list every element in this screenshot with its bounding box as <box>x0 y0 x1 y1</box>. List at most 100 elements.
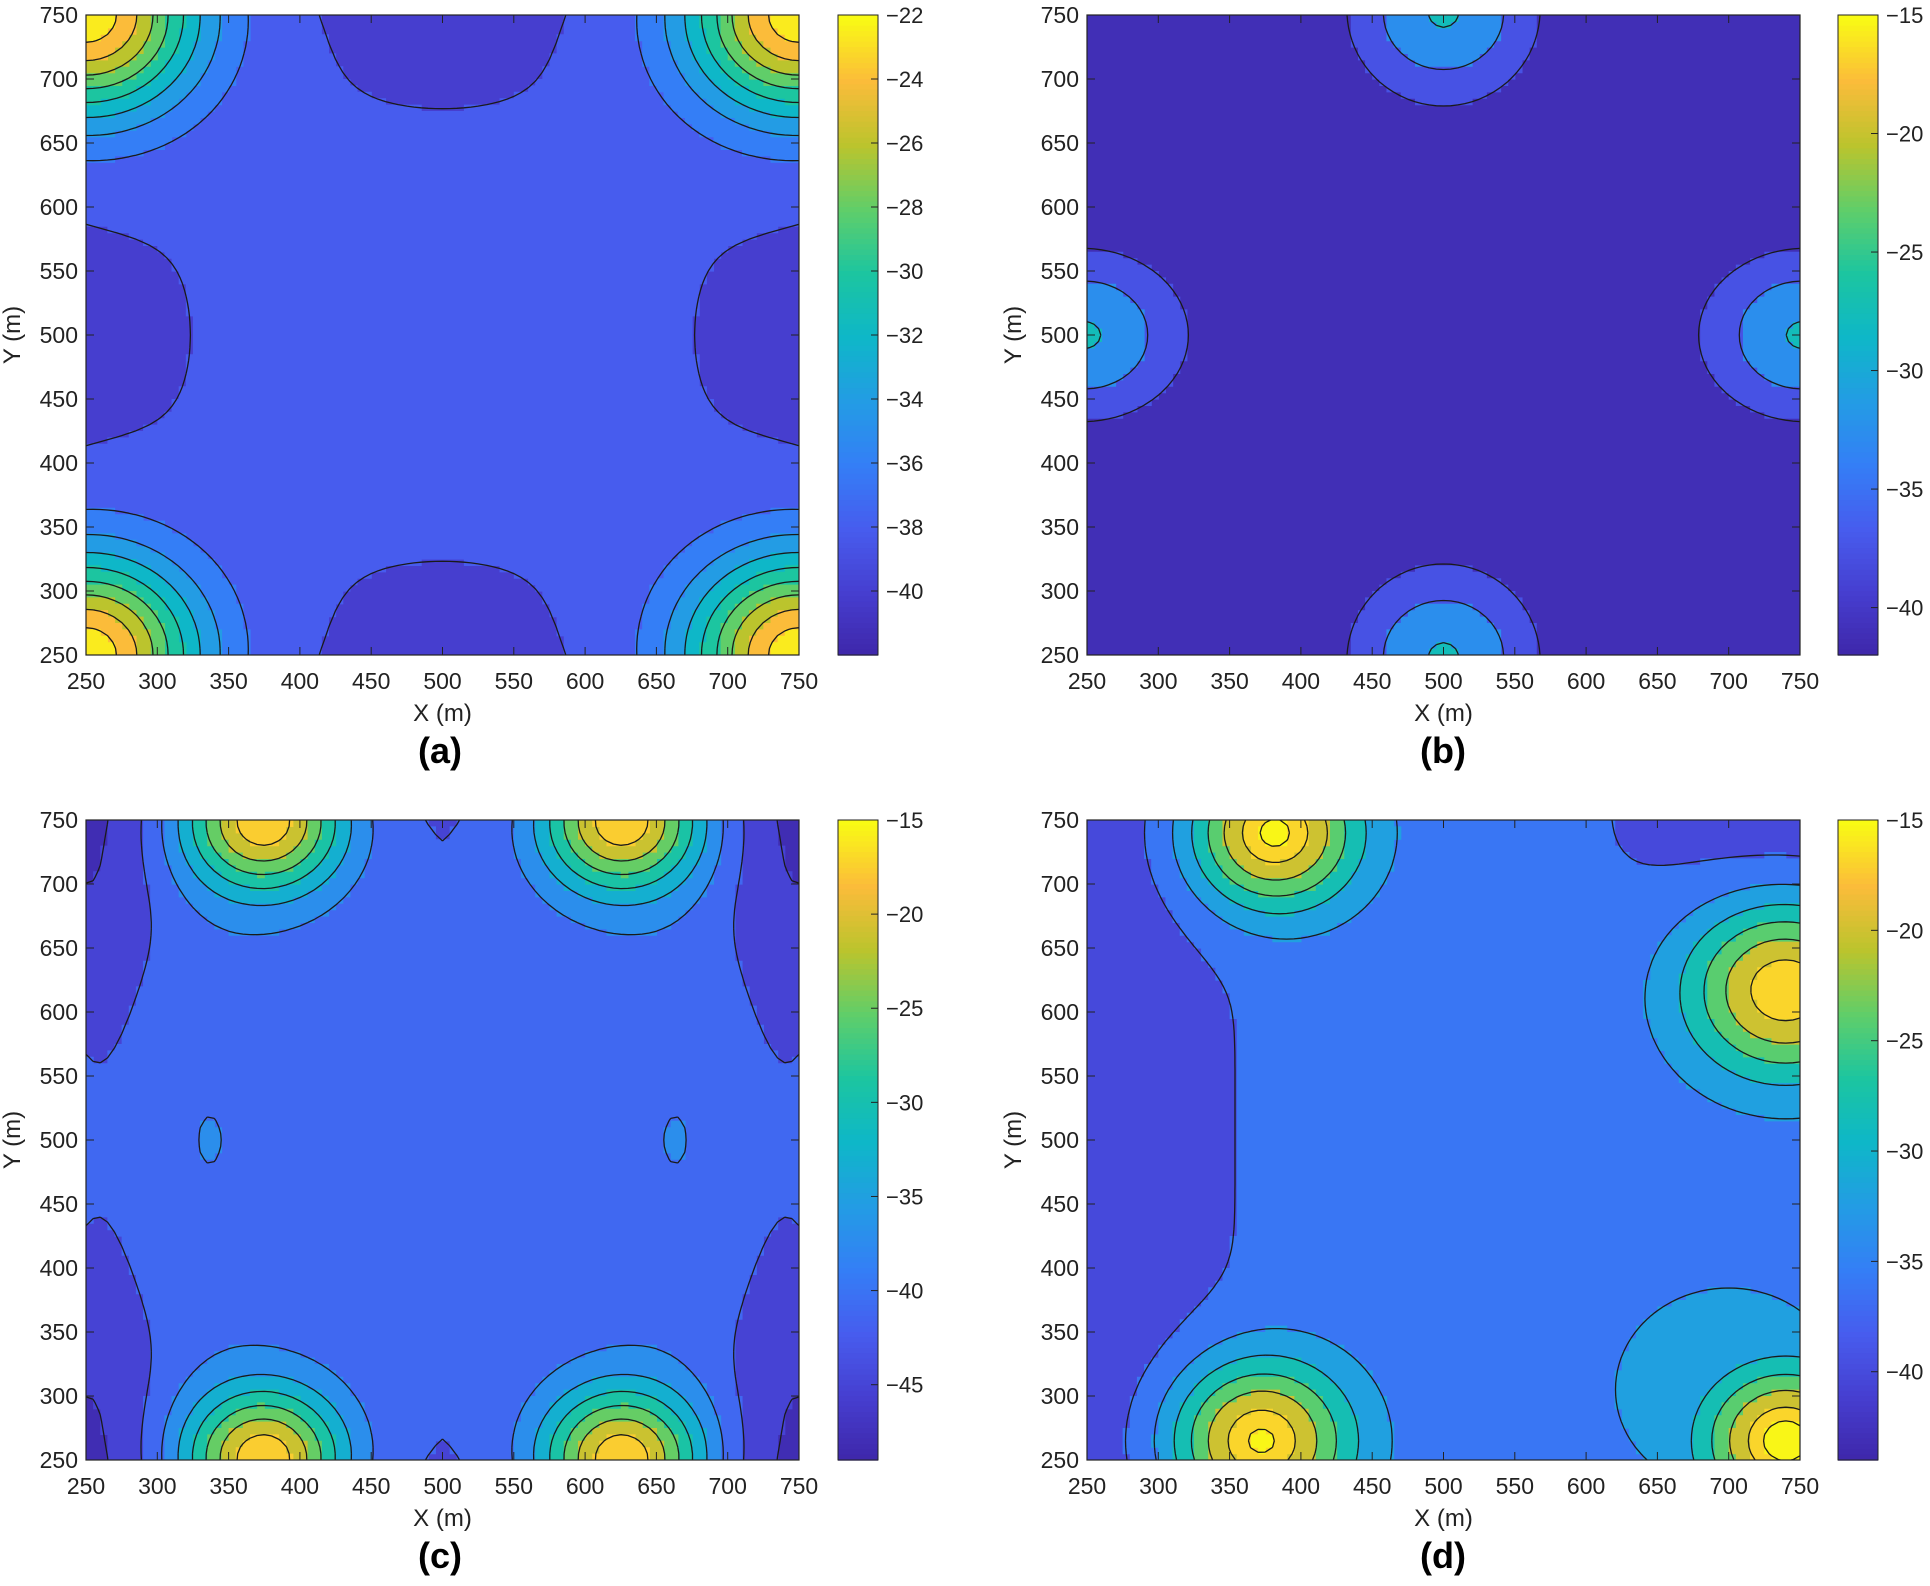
colorbar-segment <box>1838 985 1878 992</box>
colorbar: −22 −24 −26 −28 −30 −32 −34 −36 −38 −40 <box>837 3 923 656</box>
x-tick-label: 250 <box>67 668 105 694</box>
colorbar-segment <box>838 878 878 885</box>
colorbar-segment <box>1838 111 1878 118</box>
y-tick-label: 500 <box>40 322 78 348</box>
colorbar-segment <box>838 1172 878 1179</box>
colorbar-segment <box>838 932 878 939</box>
colorbar-segment <box>838 89 878 96</box>
colorbar-segment <box>1838 1225 1878 1232</box>
colorbar-segment <box>838 1129 878 1136</box>
colorbar-segment <box>838 916 878 923</box>
colorbar-segment <box>838 1054 878 1061</box>
colorbar-segment <box>1838 836 1878 843</box>
colorbar: −15 −20 −25 −30 −35 −40 <box>1837 808 1923 1461</box>
colorbar-segment <box>1838 1252 1878 1259</box>
colorbar-segment <box>1838 1417 1878 1424</box>
colorbar-segment <box>1838 399 1878 406</box>
colorbar-segment <box>1838 335 1878 342</box>
colorbar-segment <box>838 1262 878 1269</box>
colorbar-segment <box>1838 121 1878 128</box>
colorbar-segment <box>1838 319 1878 326</box>
y-tick-label: 650 <box>1041 130 1079 156</box>
colorbar-segment <box>1838 164 1878 171</box>
colorbar-segment <box>1838 1316 1878 1323</box>
colorbar-segment <box>838 1161 878 1168</box>
colorbar-segment <box>1838 639 1878 646</box>
colorbar-segment <box>838 974 878 981</box>
colorbar-tick-label: −40 <box>886 1279 923 1304</box>
colorbar-segment <box>1838 1001 1878 1008</box>
colorbar-tick-label: −35 <box>886 1184 923 1209</box>
x-tick-label: 250 <box>1068 668 1106 694</box>
colorbar-segment <box>1838 932 1878 939</box>
y-tick-label: 600 <box>1041 194 1079 220</box>
colorbar-segment <box>838 175 878 182</box>
panel-caption: (b) <box>1420 730 1466 771</box>
contour-lines <box>86 820 799 1460</box>
y-tick-label: 600 <box>40 999 78 1025</box>
y-tick-label: 350 <box>1041 1319 1079 1345</box>
colorbar-segment <box>1838 601 1878 608</box>
colorbar-segment <box>838 1204 878 1211</box>
colorbar-segment <box>838 905 878 912</box>
colorbar-segment <box>838 1241 878 1248</box>
colorbar-segment <box>838 889 878 896</box>
colorbar-segment <box>1838 479 1878 486</box>
colorbar-segment <box>1838 324 1878 331</box>
colorbar-segment <box>1838 132 1878 139</box>
colorbar-segment <box>1838 585 1878 592</box>
panel-caption: (a) <box>418 730 462 771</box>
x-tick-label: 600 <box>566 668 604 694</box>
colorbar-segment <box>838 1449 878 1456</box>
colorbar-segment <box>838 239 878 246</box>
contour-field <box>1087 820 1800 1460</box>
x-tick-label: 400 <box>281 668 319 694</box>
colorbar-segment <box>838 1198 878 1205</box>
x-tick-label: 500 <box>423 668 461 694</box>
colorbar-segment <box>1838 964 1878 971</box>
y-tick-label: 650 <box>40 935 78 961</box>
colorbar-segment <box>1838 537 1878 544</box>
colorbar-segment <box>1838 68 1878 75</box>
colorbar-segment <box>1838 276 1878 283</box>
colorbar-segment <box>838 233 878 240</box>
colorbar-segment <box>1838 57 1878 64</box>
colorbar-segment <box>1838 1182 1878 1189</box>
y-tick-label: 450 <box>40 1191 78 1217</box>
colorbar-segment <box>1838 649 1878 656</box>
x-tick-label: 450 <box>352 668 390 694</box>
x-axis-label: X (m) <box>413 1505 472 1532</box>
colorbar-segment <box>1838 452 1878 459</box>
y-tick-label: 750 <box>40 807 78 833</box>
colorbar-segment <box>838 1102 878 1109</box>
colorbar-segment <box>1838 463 1878 470</box>
colorbar-segment <box>1838 260 1878 267</box>
contour-band <box>1193 820 1800 1460</box>
colorbar-segment <box>838 1268 878 1275</box>
colorbar-segment <box>838 1289 878 1296</box>
colorbar-segment <box>1838 271 1878 278</box>
y-axis-label: Y (m) <box>1000 1111 1027 1169</box>
y-tick-label: 700 <box>40 66 78 92</box>
x-tick-label: 350 <box>1210 1473 1248 1499</box>
y-tick-label: 300 <box>40 578 78 604</box>
colorbar-segment <box>838 271 878 278</box>
colorbar-segment <box>838 441 878 448</box>
colorbar-segment <box>838 121 878 128</box>
colorbar-segment <box>838 351 878 358</box>
colorbar-segment <box>1838 623 1878 630</box>
colorbar-segment <box>838 617 878 624</box>
colorbar-segment <box>1838 89 1878 96</box>
colorbar-segment <box>838 1401 878 1408</box>
contour-band <box>86 15 799 655</box>
colorbar-segment <box>838 1433 878 1440</box>
colorbar-segment <box>838 926 878 933</box>
colorbar-segment <box>1838 548 1878 555</box>
colorbar-segment <box>1838 1278 1878 1285</box>
colorbar-segment <box>838 1278 878 1285</box>
colorbar-segment <box>1838 84 1878 91</box>
contour-field <box>86 820 799 1460</box>
colorbar-segment <box>838 841 878 848</box>
colorbar-segment <box>1838 1140 1878 1147</box>
colorbar-segment <box>1838 495 1878 502</box>
